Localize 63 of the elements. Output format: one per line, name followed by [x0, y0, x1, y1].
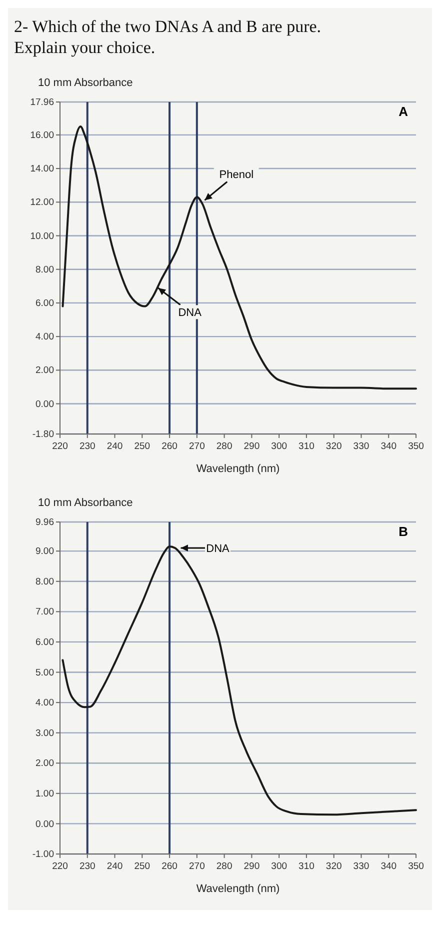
y-tick-label: 2.00 — [36, 758, 54, 770]
x-tick-label: 320 — [326, 441, 342, 452]
x-tick-label: 320 — [326, 861, 342, 872]
y-tick-label: 7.00 — [36, 606, 54, 618]
x-tick-label: 300 — [271, 441, 288, 452]
y-tick-label: 9.00 — [36, 546, 54, 558]
x-tick-label: 230 — [79, 441, 96, 452]
x-tick-label: 240 — [106, 861, 123, 872]
x-tick-label: 290 — [244, 441, 260, 452]
y-tick-label: -1.80 — [32, 429, 54, 440]
line-series — [62, 126, 417, 390]
x-tick-label: 290 — [244, 861, 260, 872]
x-tick-label: 230 — [79, 861, 96, 872]
x-tick-label: 250 — [134, 861, 150, 872]
x-tick-label: 340 — [380, 861, 397, 872]
y-tick-label: 3.00 — [36, 728, 54, 739]
y-tick-label: 0.00 — [36, 818, 54, 830]
x-tick-label: 340 — [380, 441, 397, 452]
annotation: Phenol — [219, 169, 254, 182]
x-axis-title: Wavelength (nm) — [196, 463, 280, 475]
y-tick-label: 1.00 — [36, 788, 54, 800]
x-tick-label: 270 — [188, 441, 205, 452]
annotation: DNA — [178, 307, 202, 320]
y-tick-label: 14.00 — [30, 164, 54, 175]
x-axis-title: Wavelength (nm) — [196, 883, 280, 895]
annotation: A — [398, 104, 409, 119]
x-tick-label: 350 — [408, 441, 424, 452]
y-tick-label: 8.00 — [36, 264, 54, 276]
x-tick-label: 350 — [408, 861, 424, 872]
y-tick-label: 2.00 — [36, 365, 54, 376]
x-tick-label: 250 — [134, 441, 150, 452]
y-tick-label: -1.00 — [32, 849, 54, 860]
y-tick-label: 8.00 — [36, 576, 54, 588]
x-tick-label: 240 — [106, 441, 123, 452]
y-axis-title: 10 mm Absorbance — [38, 497, 133, 509]
x-tick-label: 310 — [298, 441, 314, 452]
x-tick-label: 280 — [216, 861, 232, 872]
y-tick-label: 9.96 — [36, 517, 54, 528]
y-tick-label: 6.00 — [36, 636, 54, 648]
y-tick-label: 16.00 — [30, 130, 54, 141]
x-tick-label: 310 — [298, 861, 314, 872]
y-tick-label: 4.00 — [36, 332, 54, 343]
y-tick-label: 4.00 — [36, 698, 54, 709]
y-axis-title: 10 mm Absorbance — [38, 77, 133, 89]
x-tick-label: 220 — [52, 861, 68, 872]
y-tick-label: 17.96 — [30, 97, 54, 108]
x-tick-label: 330 — [353, 441, 370, 452]
y-tick-label: 0.00 — [36, 398, 54, 410]
x-tick-label: 280 — [216, 441, 232, 452]
x-tick-label: 300 — [271, 861, 288, 872]
x-tick-label: 270 — [188, 861, 205, 872]
y-tick-label: 6.00 — [36, 298, 54, 309]
x-tick-label: 220 — [52, 441, 68, 452]
annotation: DNA — [206, 543, 230, 556]
chart-title: 2- Which of the two DNAs A and B are pure. Explain your choice. — [14, 17, 322, 57]
x-tick-label: 330 — [353, 861, 370, 872]
line-series — [62, 546, 417, 816]
y-tick-label: 10.00 — [30, 230, 54, 242]
y-tick-label: 5.00 — [36, 667, 54, 678]
annotation: B — [398, 524, 408, 539]
y-tick-label: 12.00 — [30, 197, 54, 208]
x-tick-label: 260 — [162, 441, 178, 452]
x-tick-label: 260 — [162, 861, 178, 872]
